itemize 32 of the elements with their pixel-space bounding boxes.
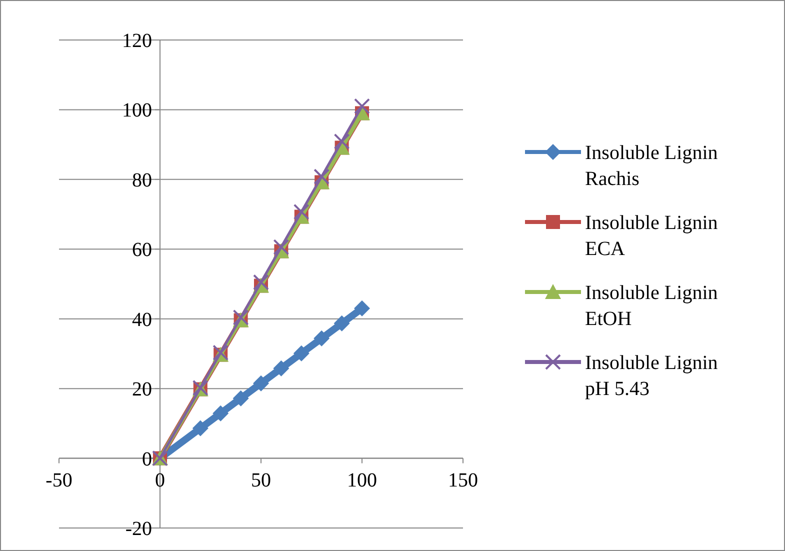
- point: [232, 309, 249, 326]
- point: [293, 345, 310, 362]
- x-tick-label: 150: [448, 469, 478, 492]
- point: [354, 300, 370, 316]
- y-tick-label: 40: [132, 308, 152, 331]
- y-tick-label: 120: [122, 30, 152, 52]
- x-tick-label: 100: [347, 469, 377, 492]
- legend-label: Insoluble Lignin ECA: [585, 212, 718, 260]
- point: [273, 360, 290, 376]
- point: [334, 315, 350, 332]
- point: [232, 390, 249, 406]
- y-tick-label: 60: [132, 239, 152, 262]
- x-tick-label: 50: [251, 469, 271, 492]
- y-tick-label: -20: [125, 518, 152, 540]
- y-tick-label: 100: [122, 100, 152, 122]
- y-tick-label: 20: [132, 378, 152, 401]
- legend-label: Insoluble Lignin Rachis: [585, 142, 718, 190]
- point: [314, 330, 330, 346]
- point: [334, 133, 350, 150]
- point: [212, 405, 229, 422]
- y-tick-label: 80: [132, 169, 152, 192]
- point: [293, 204, 310, 220]
- point: [273, 239, 290, 256]
- point: [354, 98, 370, 114]
- x-tick-label: -50: [46, 469, 72, 492]
- point: [253, 375, 269, 392]
- point: [253, 274, 269, 290]
- legend-label: Insoluble Lignin EtOH: [585, 282, 718, 330]
- legend-label: Insoluble Lignin pH 5.43: [585, 352, 718, 400]
- y-tick-label: 0: [142, 448, 152, 470]
- point: [314, 168, 330, 185]
- point: [192, 420, 208, 436]
